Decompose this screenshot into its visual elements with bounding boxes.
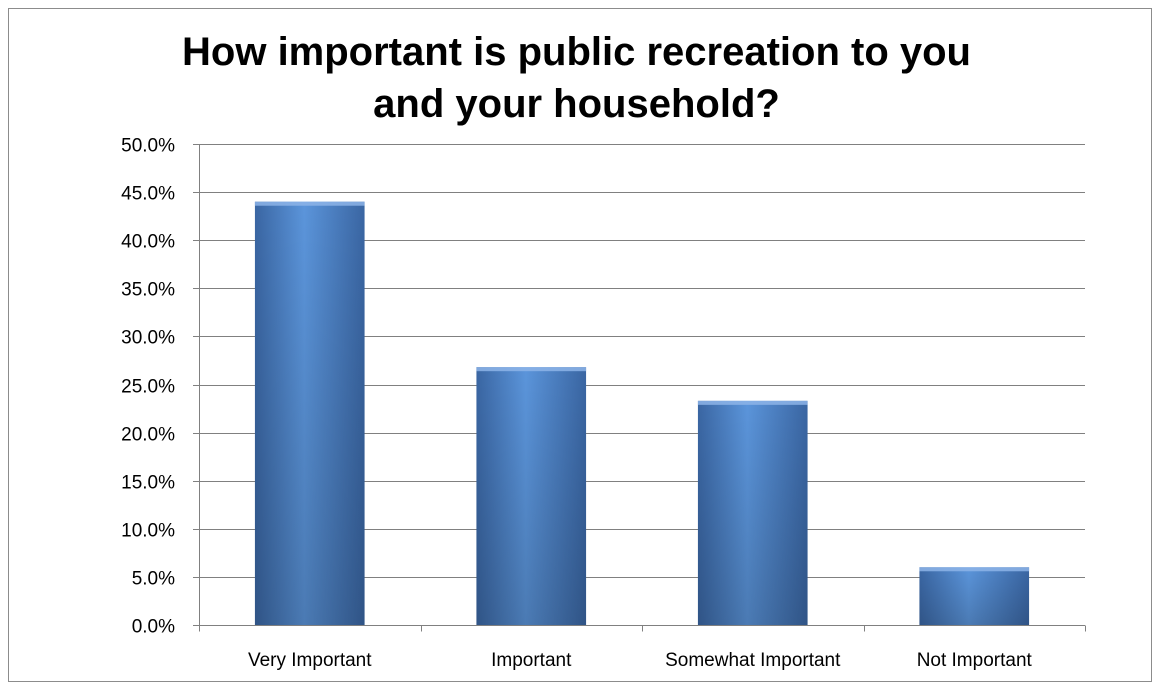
x-tick-label: Not Important <box>917 650 1033 671</box>
y-tick-label: 10.0% <box>121 521 175 542</box>
bar-top-highlight <box>697 400 808 405</box>
x-axis: Very Important Important Somewhat Importan… <box>199 625 1086 671</box>
y-tick-label: 5.0% <box>132 569 175 590</box>
bar-shade <box>697 400 808 625</box>
y-tick-label: 45.0% <box>121 184 175 205</box>
y-tick-label: 35.0% <box>121 280 175 301</box>
y-tick-label: 40.0% <box>121 232 175 253</box>
bar-shade <box>919 567 1030 625</box>
chart-title: How important is public recreation to yo… <box>0 26 1153 130</box>
y-tick-label: 0.0% <box>132 617 175 638</box>
y-tick-label: 30.0% <box>121 328 175 349</box>
bar <box>254 201 365 625</box>
bar-shade <box>254 201 365 625</box>
bar <box>919 567 1030 625</box>
y-tick-label: 15.0% <box>121 473 175 494</box>
bars <box>254 201 1030 625</box>
y-tick-label: 20.0% <box>121 425 175 446</box>
bar <box>697 400 808 625</box>
x-tick-label: Very Important <box>248 650 372 671</box>
bar-shade <box>476 367 587 625</box>
y-tick-label: 25.0% <box>121 377 175 398</box>
chart-title-line-2: and your household? <box>373 82 780 126</box>
bar-top-highlight <box>254 201 365 206</box>
x-tick-label: Somewhat Important <box>665 650 841 671</box>
bar-top-highlight <box>919 567 1030 572</box>
chart-title-line-1: How important is public recreation to yo… <box>182 30 971 74</box>
y-tick-label: 50.0% <box>121 136 175 157</box>
y-axis: 0.0% 5.0% 10.0% 15.0% 20.0% 25.0% 30.0% 35.0% 40… <box>121 136 200 638</box>
bar-top-highlight <box>476 367 587 372</box>
bar <box>476 367 587 625</box>
x-tick-label: Important <box>491 650 572 671</box>
